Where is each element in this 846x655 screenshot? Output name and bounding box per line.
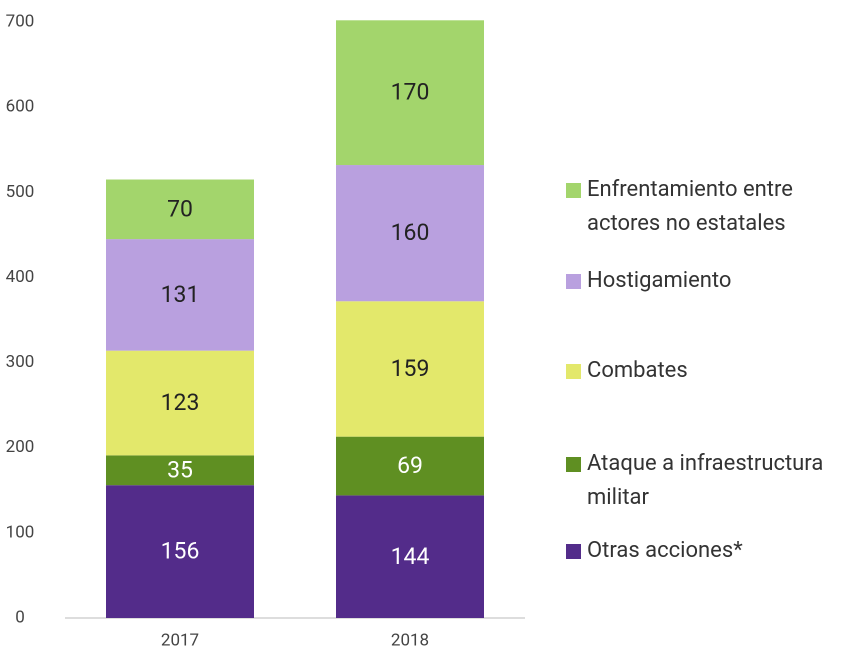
bar-segment — [106, 455, 254, 486]
data-label: 35 — [167, 456, 193, 483]
bar-segment — [336, 495, 484, 618]
y-tick-label: 300 — [6, 352, 35, 372]
bar-segment — [106, 350, 254, 456]
y-tick-label: 0 — [15, 607, 25, 627]
legend-item: Otras acciones* — [566, 534, 832, 568]
y-tick-label: 400 — [6, 267, 35, 287]
bar-segment — [336, 436, 484, 496]
data-label: 156 — [161, 538, 200, 565]
data-label: 159 — [391, 355, 430, 382]
bar-segment — [336, 165, 484, 302]
legend-swatch — [566, 274, 581, 289]
legend-item: Combates — [566, 354, 832, 388]
y-tick-label: 500 — [6, 182, 35, 202]
legend-label: Ataque a infraestructura militar — [587, 451, 824, 510]
legend-swatch — [566, 183, 581, 198]
y-tick-label: 200 — [6, 437, 35, 457]
bar-segment — [336, 301, 484, 437]
y-tick-label: 100 — [6, 522, 35, 542]
x-tick-label: 2018 — [391, 630, 429, 650]
bar-segment — [106, 485, 254, 618]
bar-segment — [106, 239, 254, 351]
data-label: 69 — [397, 452, 423, 479]
x-tick-label: 2017 — [161, 630, 199, 650]
legend-item: Hostigamiento — [566, 264, 832, 298]
y-tick-label: 700 — [6, 11, 35, 31]
data-label: 160 — [391, 219, 430, 246]
legend-item: Enfrentamiento entre actores no estatale… — [566, 173, 832, 241]
data-label: 123 — [161, 389, 200, 416]
bar-segment — [336, 20, 484, 166]
data-label: 170 — [391, 79, 430, 106]
legend-label: Enfrentamiento entre actores no estatale… — [587, 177, 793, 236]
data-label: 144 — [391, 543, 430, 570]
data-label: 131 — [161, 281, 200, 308]
legend-swatch — [566, 544, 581, 559]
legend-label: Otras acciones* — [587, 538, 743, 563]
legend-swatch — [566, 457, 581, 472]
data-label: 70 — [167, 195, 193, 222]
legend-label: Combates — [587, 358, 688, 383]
y-tick-label: 600 — [6, 97, 35, 117]
legend-item: Ataque a infraestructura militar — [566, 447, 832, 515]
bar-segment — [106, 179, 254, 240]
legend-swatch — [566, 364, 581, 379]
legend-label: Hostigamiento — [587, 268, 732, 293]
